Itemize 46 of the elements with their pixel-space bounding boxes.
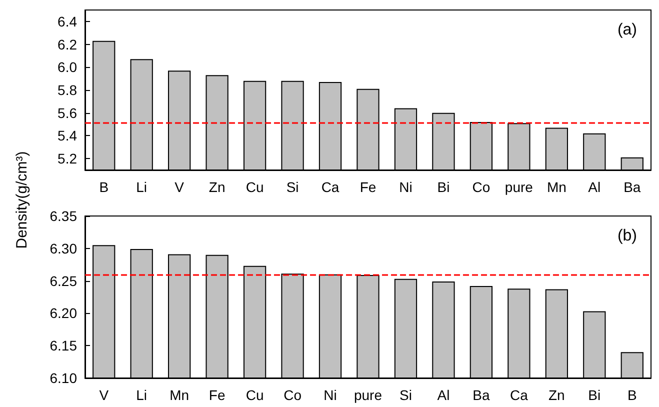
x-tick-label: B <box>99 179 109 195</box>
y-tick-label: 5.2 <box>58 150 78 167</box>
y-tick-label: 6.2 <box>58 36 78 52</box>
y-tick-label: 6.0 <box>58 59 78 76</box>
x-tick-label: Fe <box>360 179 376 195</box>
x-tick-label: Ba <box>624 179 641 195</box>
y-tick-label: 6.35 <box>50 208 78 224</box>
annotation: (b) <box>617 228 638 244</box>
y-tick-label: 5.4 <box>58 128 78 144</box>
y-tick-label: 6.4 <box>58 13 78 30</box>
annotation: (a) <box>617 22 638 38</box>
x-tick-label: B <box>627 387 637 403</box>
x-tick-label: Li <box>136 179 148 195</box>
x-tick-label: Bi <box>588 387 601 403</box>
y-tick-label: 5.6 <box>58 104 78 121</box>
x-tick-label: Cu <box>246 387 264 403</box>
x-tick-label: Zn <box>548 387 565 403</box>
x-tick-label: Mn <box>546 179 566 195</box>
x-tick-label: Co <box>472 179 490 195</box>
x-tick-label: Cu <box>246 179 264 195</box>
y-tick-label: 6.15 <box>50 338 78 354</box>
x-tick-label: Ni <box>324 387 337 403</box>
x-tick-label: Co <box>284 387 302 403</box>
x-tick-label: Al <box>588 179 601 195</box>
x-tick-label: Zn <box>208 179 226 195</box>
x-tick-label: pure <box>354 387 382 403</box>
y-tick-label: 6.30 <box>50 240 78 256</box>
x-tick-label: Li <box>136 387 148 403</box>
x-tick-label: V <box>174 179 185 195</box>
y-tick-label: 6.25 <box>50 272 78 289</box>
x-tick-label: Fe <box>208 387 226 403</box>
y-tick-label: 5.8 <box>58 82 78 98</box>
x-tick-label: Si <box>400 387 412 403</box>
x-tick-label: Si <box>286 179 299 195</box>
x-tick-label: Ba <box>472 387 490 403</box>
x-tick-label: Ca <box>321 179 340 195</box>
x-tick-label: Al <box>437 387 450 403</box>
x-tick-label: Ca <box>510 387 528 403</box>
x-tick-label: Mn <box>170 387 190 403</box>
y-axis-title: Density(g/cm³) <box>14 151 30 249</box>
y-tick-label: 6.10 <box>50 370 78 386</box>
x-tick-label: V <box>99 387 110 403</box>
x-tick-label: Ni <box>399 179 412 195</box>
x-tick-label: pure <box>504 179 534 195</box>
x-tick-label: Bi <box>437 179 450 195</box>
y-tick-label: 6.20 <box>50 305 78 322</box>
